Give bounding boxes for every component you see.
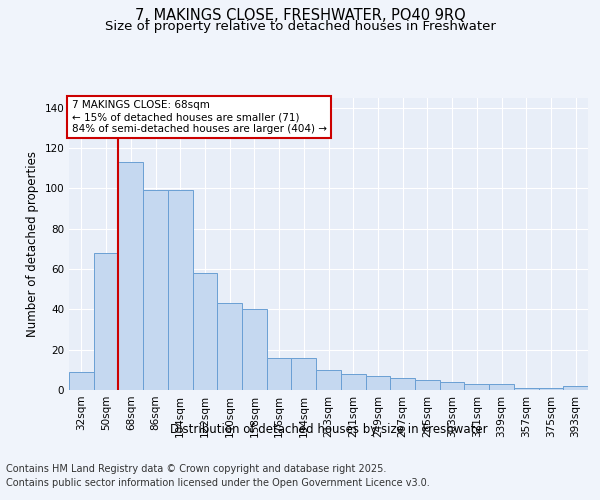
Bar (539, 388, 563, 390)
Bar (143, 190, 168, 390)
Text: Size of property relative to detached houses in Freshwater: Size of property relative to detached ho… (104, 20, 496, 33)
Text: 7 MAKINGS CLOSE: 68sqm
← 15% of detached houses are smaller (71)
84% of semi-det: 7 MAKINGS CLOSE: 68sqm ← 15% of detached… (71, 100, 326, 134)
Bar (217, 304, 242, 390)
Text: Contains public sector information licensed under the Open Government Licence v3: Contains public sector information licen… (6, 478, 430, 488)
Bar (242, 310, 267, 390)
Bar (168, 190, 193, 390)
Bar (390, 378, 415, 390)
Bar (94, 253, 118, 390)
Bar (292, 358, 316, 390)
Bar (464, 384, 489, 390)
Bar (440, 382, 464, 390)
Bar (489, 384, 514, 390)
Bar (415, 380, 440, 390)
Bar (267, 358, 292, 390)
Bar (118, 162, 143, 390)
Bar (193, 273, 217, 390)
Text: Distribution of detached houses by size in Freshwater: Distribution of detached houses by size … (170, 422, 488, 436)
Text: 7, MAKINGS CLOSE, FRESHWATER, PO40 9RQ: 7, MAKINGS CLOSE, FRESHWATER, PO40 9RQ (134, 8, 466, 22)
Bar (341, 374, 365, 390)
Y-axis label: Number of detached properties: Number of detached properties (26, 151, 39, 337)
Bar (69, 372, 94, 390)
Bar (563, 386, 588, 390)
Bar (514, 388, 539, 390)
Text: Contains HM Land Registry data © Crown copyright and database right 2025.: Contains HM Land Registry data © Crown c… (6, 464, 386, 474)
Bar (365, 376, 390, 390)
Bar (316, 370, 341, 390)
